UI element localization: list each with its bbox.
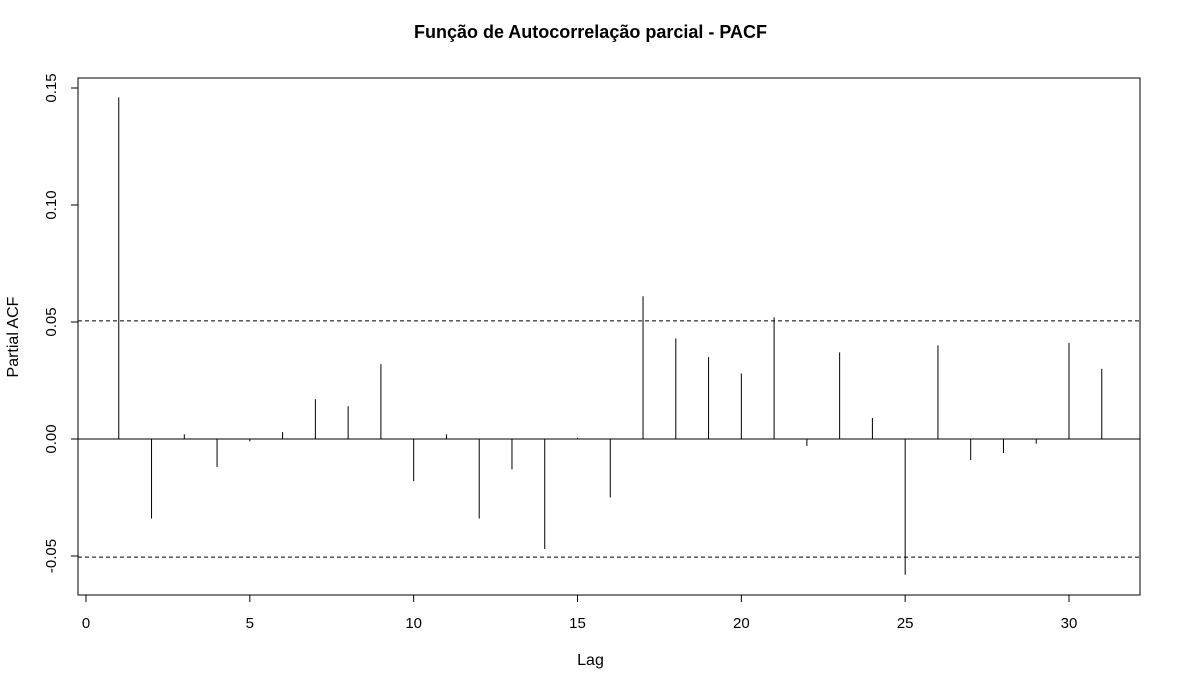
x-tick-label: 30 [1061, 615, 1078, 632]
x-axis-label: Lag [577, 652, 604, 669]
chart-title: Função de Autocorrelação parcial - PACF [413, 22, 768, 42]
x-tick-label: 25 [897, 615, 914, 632]
x-tick-label: 15 [569, 615, 586, 632]
y-tick-label: 0.15 [43, 73, 60, 102]
x-tick-label: 0 [82, 615, 90, 632]
y-tick-label: 0.05 [43, 307, 60, 336]
x-tick-label: 20 [733, 615, 750, 632]
x-tick-label: 10 [405, 615, 422, 632]
y-tick-label: -0.05 [43, 539, 60, 573]
y-tick-label: 0.10 [43, 190, 60, 219]
x-tick-label: 5 [246, 615, 254, 632]
y-tick-label: 0.00 [43, 424, 60, 453]
plot-frame [77, 77, 1141, 596]
